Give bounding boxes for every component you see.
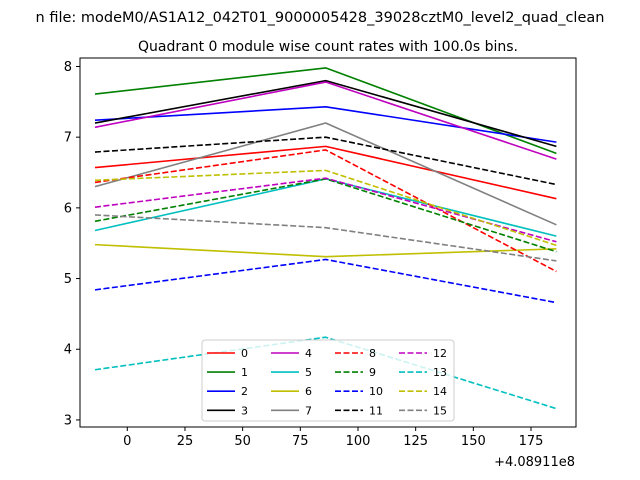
legend-box: [201, 339, 455, 422]
y-tick-label: 7: [64, 131, 72, 146]
legend-label-12: 12: [433, 347, 447, 360]
x-tick-label: 25: [177, 434, 194, 449]
legend-label-3: 3: [241, 404, 248, 417]
x-tick-label: 150: [461, 434, 486, 449]
y-tick-label: 4: [64, 343, 72, 358]
y-tick-label: 8: [64, 60, 72, 75]
chart-title: Quadrant 0 module wise count rates with …: [138, 39, 518, 55]
series-line-2: [94, 105, 557, 143]
legend-label-9: 9: [369, 366, 376, 379]
series-line-6: [94, 243, 557, 258]
series-line-15: [94, 214, 557, 262]
legend-label-10: 10: [369, 385, 383, 398]
legend-label-11: 11: [369, 404, 383, 417]
series-line-14: [94, 169, 557, 247]
legend-label-14: 14: [433, 385, 447, 398]
series-line-7: [94, 122, 557, 226]
series-line-8: [94, 149, 557, 273]
y-tick-label: 5: [64, 272, 72, 287]
legend-label-15: 15: [433, 404, 447, 417]
series-line-4: [94, 81, 557, 160]
series-line-11: [94, 136, 557, 186]
legend-label-4: 4: [305, 347, 312, 360]
x-tick-label: 0: [123, 434, 131, 449]
axes-frame: [79, 57, 577, 428]
x-tick-label: 125: [403, 434, 428, 449]
legend-label-8: 8: [369, 347, 376, 360]
legend-label-6: 6: [305, 385, 312, 398]
legend-label-5: 5: [305, 366, 312, 379]
legend-label-1: 1: [241, 366, 248, 379]
series-line-0: [94, 145, 557, 200]
legend-label-0: 0: [241, 347, 248, 360]
x-tick-label: 75: [292, 434, 309, 449]
series-line-10: [94, 258, 557, 304]
x-tick-label: 175: [519, 434, 544, 449]
x-tick-label: 100: [346, 434, 371, 449]
figure-suptitle: n file: modeM0/AS1A12_042T01_9000005428_…: [36, 10, 605, 26]
y-tick-label: 3: [64, 413, 72, 428]
legend-label-2: 2: [241, 385, 248, 398]
legend-label-7: 7: [305, 404, 312, 417]
series-line-13: [94, 336, 557, 410]
legend-label-13: 13: [433, 366, 447, 379]
y-tick-label: 6: [64, 201, 72, 216]
series-line-3: [94, 79, 557, 148]
x-axis-offset-label: +4.08911e8: [494, 455, 575, 470]
x-tick-label: 50: [234, 434, 251, 449]
